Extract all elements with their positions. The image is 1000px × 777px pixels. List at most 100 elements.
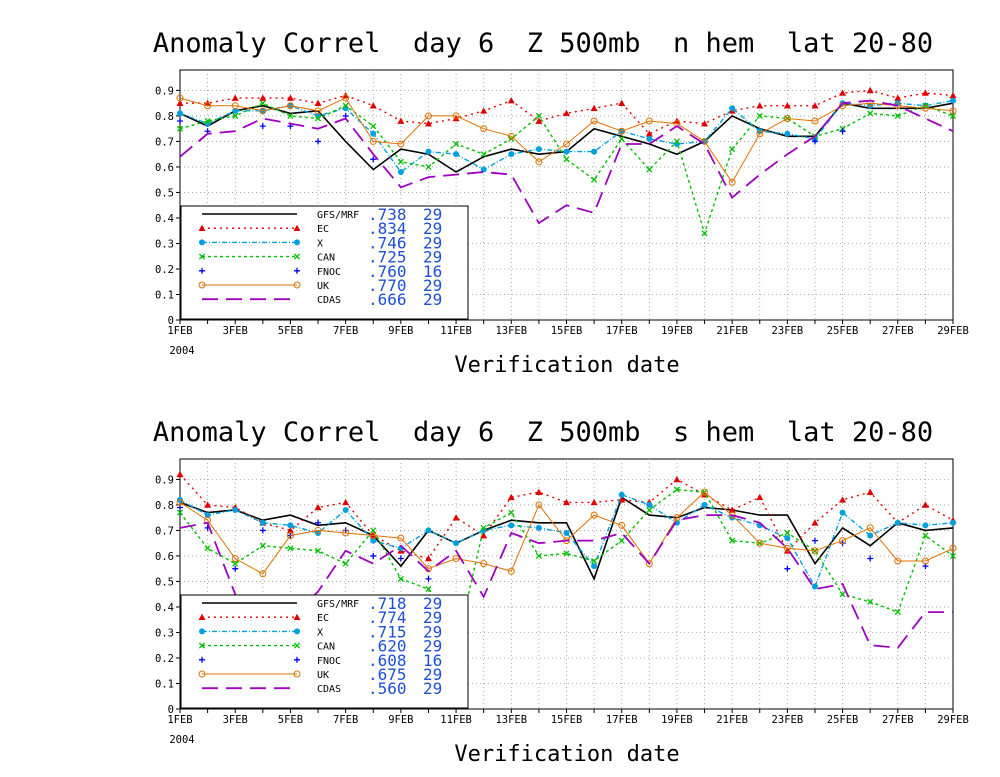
- sh-series-fnoc: [177, 504, 929, 582]
- sh-marker-x: [480, 524, 487, 531]
- nh-x-tick-label: 23FEB: [772, 325, 804, 337]
- sh-marker-x: [425, 586, 432, 593]
- sh-marker-dot: [591, 563, 598, 570]
- nh-marker-x: [618, 135, 625, 142]
- nh-marker-triangle: [645, 130, 653, 137]
- nh-marker-triangle: [198, 224, 206, 231]
- nh-marker-dot: [397, 169, 404, 176]
- sh-marker-x: [198, 642, 206, 649]
- nh-legend-name: UK: [317, 281, 329, 292]
- sh-marker-triangle: [673, 475, 681, 483]
- nh-series-line: [180, 89, 954, 135]
- sh-marker-x: [397, 575, 404, 582]
- nh-marker-x: [673, 138, 680, 145]
- nh-legend-count: 29: [423, 219, 442, 238]
- sh-marker-dot: [646, 501, 653, 508]
- nh-marker-triangle: [293, 224, 301, 231]
- sh-marker-dot: [232, 507, 239, 514]
- nh-marker-x: [701, 230, 708, 237]
- sh-marker-circle: [701, 488, 709, 496]
- nh-legend-box: [180, 205, 469, 320]
- sh-marker-circle: [198, 670, 206, 678]
- nh-y-tick-label: 0.7: [155, 136, 174, 148]
- sh-marker-triangle: [176, 470, 184, 478]
- sh-marker-circle: [783, 544, 791, 552]
- sh-marker-dot: [701, 501, 708, 508]
- sh-x-tick-label: 7FEB: [333, 714, 358, 726]
- nh-marker-plus: [177, 118, 183, 125]
- sh-marker-x: [563, 550, 570, 557]
- sh-marker-x: [176, 509, 184, 516]
- sh-marker-plus: [199, 656, 205, 663]
- sh-marker-x: [370, 527, 377, 534]
- sh-marker-x: [204, 545, 211, 552]
- sh-marker-plus: [370, 552, 377, 559]
- sh-series-line: [179, 496, 954, 581]
- sh-legend-count: 29: [423, 594, 442, 613]
- nh-marker-triangle: [866, 86, 874, 94]
- nh-legend-name: X: [317, 238, 323, 249]
- sh-marker-circle: [507, 567, 515, 575]
- sh-series-cdas: [179, 514, 953, 649]
- sh-marker-circle: [894, 557, 902, 565]
- sh-marker-x: [342, 560, 349, 567]
- sh-x-axis-title: Verification date: [454, 742, 679, 767]
- nh-marker-circle: [314, 107, 322, 115]
- nh-marker-triangle: [590, 104, 598, 112]
- nh-marker-x: [370, 123, 377, 130]
- nh-marker-x: [729, 146, 736, 153]
- sh-y-tick-label: 0.7: [155, 525, 174, 537]
- sh-marker-x: [673, 486, 680, 493]
- sh-y-tick-label: 0.2: [155, 653, 174, 665]
- sh-marker-dot: [342, 507, 349, 514]
- sh-marker-triangle: [563, 498, 570, 506]
- nh-legend-name: FNOC: [317, 267, 341, 278]
- nh-marker-circle: [342, 94, 350, 102]
- nh-legend-entry: CDAS .666 29: [202, 290, 442, 309]
- sh-marker-dot: [199, 628, 205, 635]
- nh-legend-mean: .738: [368, 205, 407, 224]
- nh-x-tick-label: 13FEB: [495, 325, 527, 337]
- nh-marker-triangle: [618, 99, 626, 106]
- sh-legend-name: UK: [317, 670, 329, 681]
- sh-marker-triangle: [507, 493, 515, 501]
- sh-marker-x: [314, 547, 322, 554]
- nh-y-tick-label: 0.1: [155, 289, 174, 301]
- sh-chart-panel: Anomaly Correl day 6 Z 500mb s hem lat 2…: [153, 417, 969, 767]
- sh-legend-name: CAN: [317, 642, 335, 653]
- sh-x-tick-label: 25FEB: [827, 714, 859, 726]
- nh-legend-count: 29: [423, 276, 442, 295]
- sh-marker-dot: [453, 540, 460, 547]
- sh-marker-x: [591, 557, 598, 565]
- sh-legend-name: EC: [317, 613, 329, 624]
- nh-x-tick-label: 1FEB: [167, 325, 192, 337]
- sh-marker-x: [839, 591, 846, 598]
- sh-legend-entry: UK .675 29: [198, 665, 442, 684]
- sh-marker-triangle: [198, 613, 206, 620]
- nh-y-tick-label: 0.2: [155, 264, 174, 276]
- sh-y-tick-label: 0.1: [155, 678, 174, 690]
- sh-marker-circle: [811, 547, 819, 555]
- sh-x-tick-label: 5FEB: [278, 714, 303, 726]
- sh-x-tick-label: 27FEB: [882, 714, 914, 726]
- sh-y-tick-label: 0: [168, 704, 174, 716]
- sh-marker-triangle: [286, 526, 294, 534]
- sh-legend-mean: .620: [368, 637, 407, 656]
- sh-legend-entry: CAN .620 29: [198, 637, 442, 656]
- sh-marker-dot: [508, 522, 515, 529]
- nh-series-uk: [176, 94, 957, 186]
- nh-marker-triangle: [314, 99, 322, 106]
- nh-marker-dot: [370, 130, 377, 137]
- sh-marker-circle: [397, 534, 405, 542]
- sh-legend-mean: .774: [368, 608, 407, 627]
- sh-x-tick-label: 23FEB: [772, 714, 804, 726]
- nh-y-tick-label: 0.9: [155, 85, 174, 97]
- sh-marker-circle: [756, 539, 764, 547]
- nh-marker-x: [591, 176, 598, 183]
- sh-legend-mean: .675: [368, 665, 407, 684]
- sh-marker-circle: [286, 532, 294, 540]
- sh-legend-count: 29: [423, 665, 442, 684]
- sh-marker-x: [618, 537, 625, 544]
- sh-legend-entry: X .715 29: [199, 622, 442, 641]
- sh-marker-x: [922, 532, 929, 539]
